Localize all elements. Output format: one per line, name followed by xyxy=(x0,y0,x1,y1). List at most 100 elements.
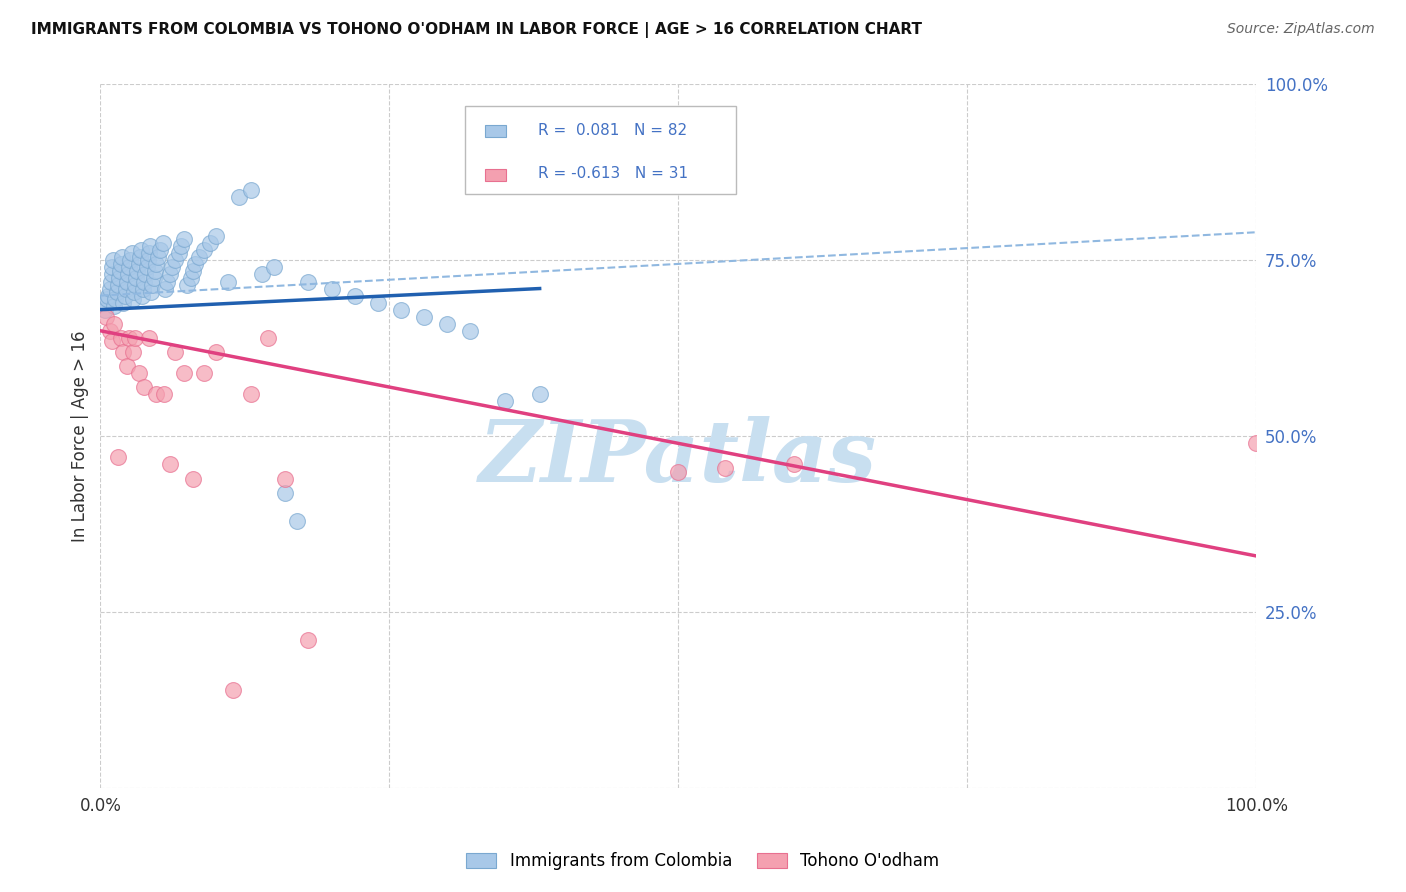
Point xyxy=(118,260,141,275)
Point xyxy=(111,250,134,264)
Text: R = -0.613   N = 31: R = -0.613 N = 31 xyxy=(538,166,689,181)
Point xyxy=(131,288,153,302)
Point xyxy=(135,260,157,275)
Point xyxy=(152,235,174,250)
Point xyxy=(128,250,150,264)
Point xyxy=(108,264,131,278)
Point xyxy=(160,260,183,275)
Point xyxy=(96,292,118,306)
Point xyxy=(125,271,148,285)
Point xyxy=(285,514,308,528)
Point xyxy=(118,331,141,345)
Text: R =  0.081   N = 82: R = 0.081 N = 82 xyxy=(538,123,688,137)
Point xyxy=(159,268,181,282)
Point xyxy=(239,387,262,401)
Point xyxy=(145,257,167,271)
Point xyxy=(263,260,285,275)
Point xyxy=(666,465,689,479)
Point xyxy=(120,253,142,268)
Point xyxy=(156,275,179,289)
Point xyxy=(101,334,124,349)
Text: Source: ZipAtlas.com: Source: ZipAtlas.com xyxy=(1227,22,1375,37)
Point xyxy=(321,281,343,295)
Point xyxy=(173,232,195,246)
Point xyxy=(101,268,124,282)
Point xyxy=(124,331,146,345)
Point xyxy=(128,257,150,271)
Point xyxy=(274,485,297,500)
Point xyxy=(114,288,136,302)
Point xyxy=(173,366,195,380)
Point xyxy=(257,331,280,345)
Point xyxy=(122,285,145,299)
Point xyxy=(297,633,319,648)
Point xyxy=(117,268,139,282)
Point xyxy=(114,281,136,295)
Point xyxy=(136,253,159,268)
Point xyxy=(115,275,138,289)
Point xyxy=(228,190,250,204)
Point xyxy=(146,250,169,264)
Point xyxy=(389,302,412,317)
Point xyxy=(458,324,481,338)
Point xyxy=(110,331,132,345)
Point xyxy=(104,292,127,306)
Point xyxy=(101,260,124,275)
Point xyxy=(165,253,187,268)
Point xyxy=(193,243,215,257)
Point xyxy=(180,271,202,285)
Point xyxy=(134,380,156,394)
FancyBboxPatch shape xyxy=(485,125,506,137)
Point xyxy=(142,271,165,285)
Point xyxy=(145,387,167,401)
Point xyxy=(165,344,187,359)
Point xyxy=(159,458,181,472)
Text: IMMIGRANTS FROM COLOMBIA VS TOHONO O'ODHAM IN LABOR FORCE | AGE > 16 CORRELATION: IMMIGRANTS FROM COLOMBIA VS TOHONO O'ODH… xyxy=(31,22,922,38)
Point xyxy=(143,264,166,278)
Point xyxy=(94,302,117,317)
Point xyxy=(103,299,125,313)
Point xyxy=(127,264,149,278)
Point xyxy=(108,271,131,285)
Point xyxy=(105,285,128,299)
Point xyxy=(713,461,735,475)
FancyBboxPatch shape xyxy=(464,105,737,194)
Point xyxy=(167,246,190,260)
Point xyxy=(187,250,209,264)
Point xyxy=(134,268,156,282)
Point xyxy=(343,288,366,302)
Point xyxy=(205,228,228,243)
Point xyxy=(112,295,135,310)
Point xyxy=(107,278,129,293)
Point xyxy=(181,264,204,278)
Point xyxy=(529,387,551,401)
Point xyxy=(138,246,160,260)
Point xyxy=(205,344,228,359)
Point xyxy=(153,281,176,295)
Point xyxy=(198,235,221,250)
Point xyxy=(94,295,117,310)
Point xyxy=(121,246,143,260)
Point xyxy=(100,275,122,289)
Point xyxy=(297,275,319,289)
Point xyxy=(217,275,239,289)
Point xyxy=(783,458,806,472)
Point xyxy=(222,682,245,697)
Point xyxy=(170,239,193,253)
Point xyxy=(121,344,143,359)
Point xyxy=(494,394,516,409)
Point xyxy=(139,239,162,253)
Point xyxy=(101,253,124,268)
Point xyxy=(367,295,389,310)
Point xyxy=(94,310,117,324)
Point xyxy=(124,278,146,293)
Point xyxy=(97,288,120,302)
Point xyxy=(239,183,262,197)
Point xyxy=(98,324,121,338)
Text: ZIPatlas: ZIPatlas xyxy=(479,416,877,500)
Point xyxy=(274,472,297,486)
Point xyxy=(436,317,458,331)
Point xyxy=(110,257,132,271)
Point xyxy=(250,268,273,282)
Point xyxy=(98,281,121,295)
